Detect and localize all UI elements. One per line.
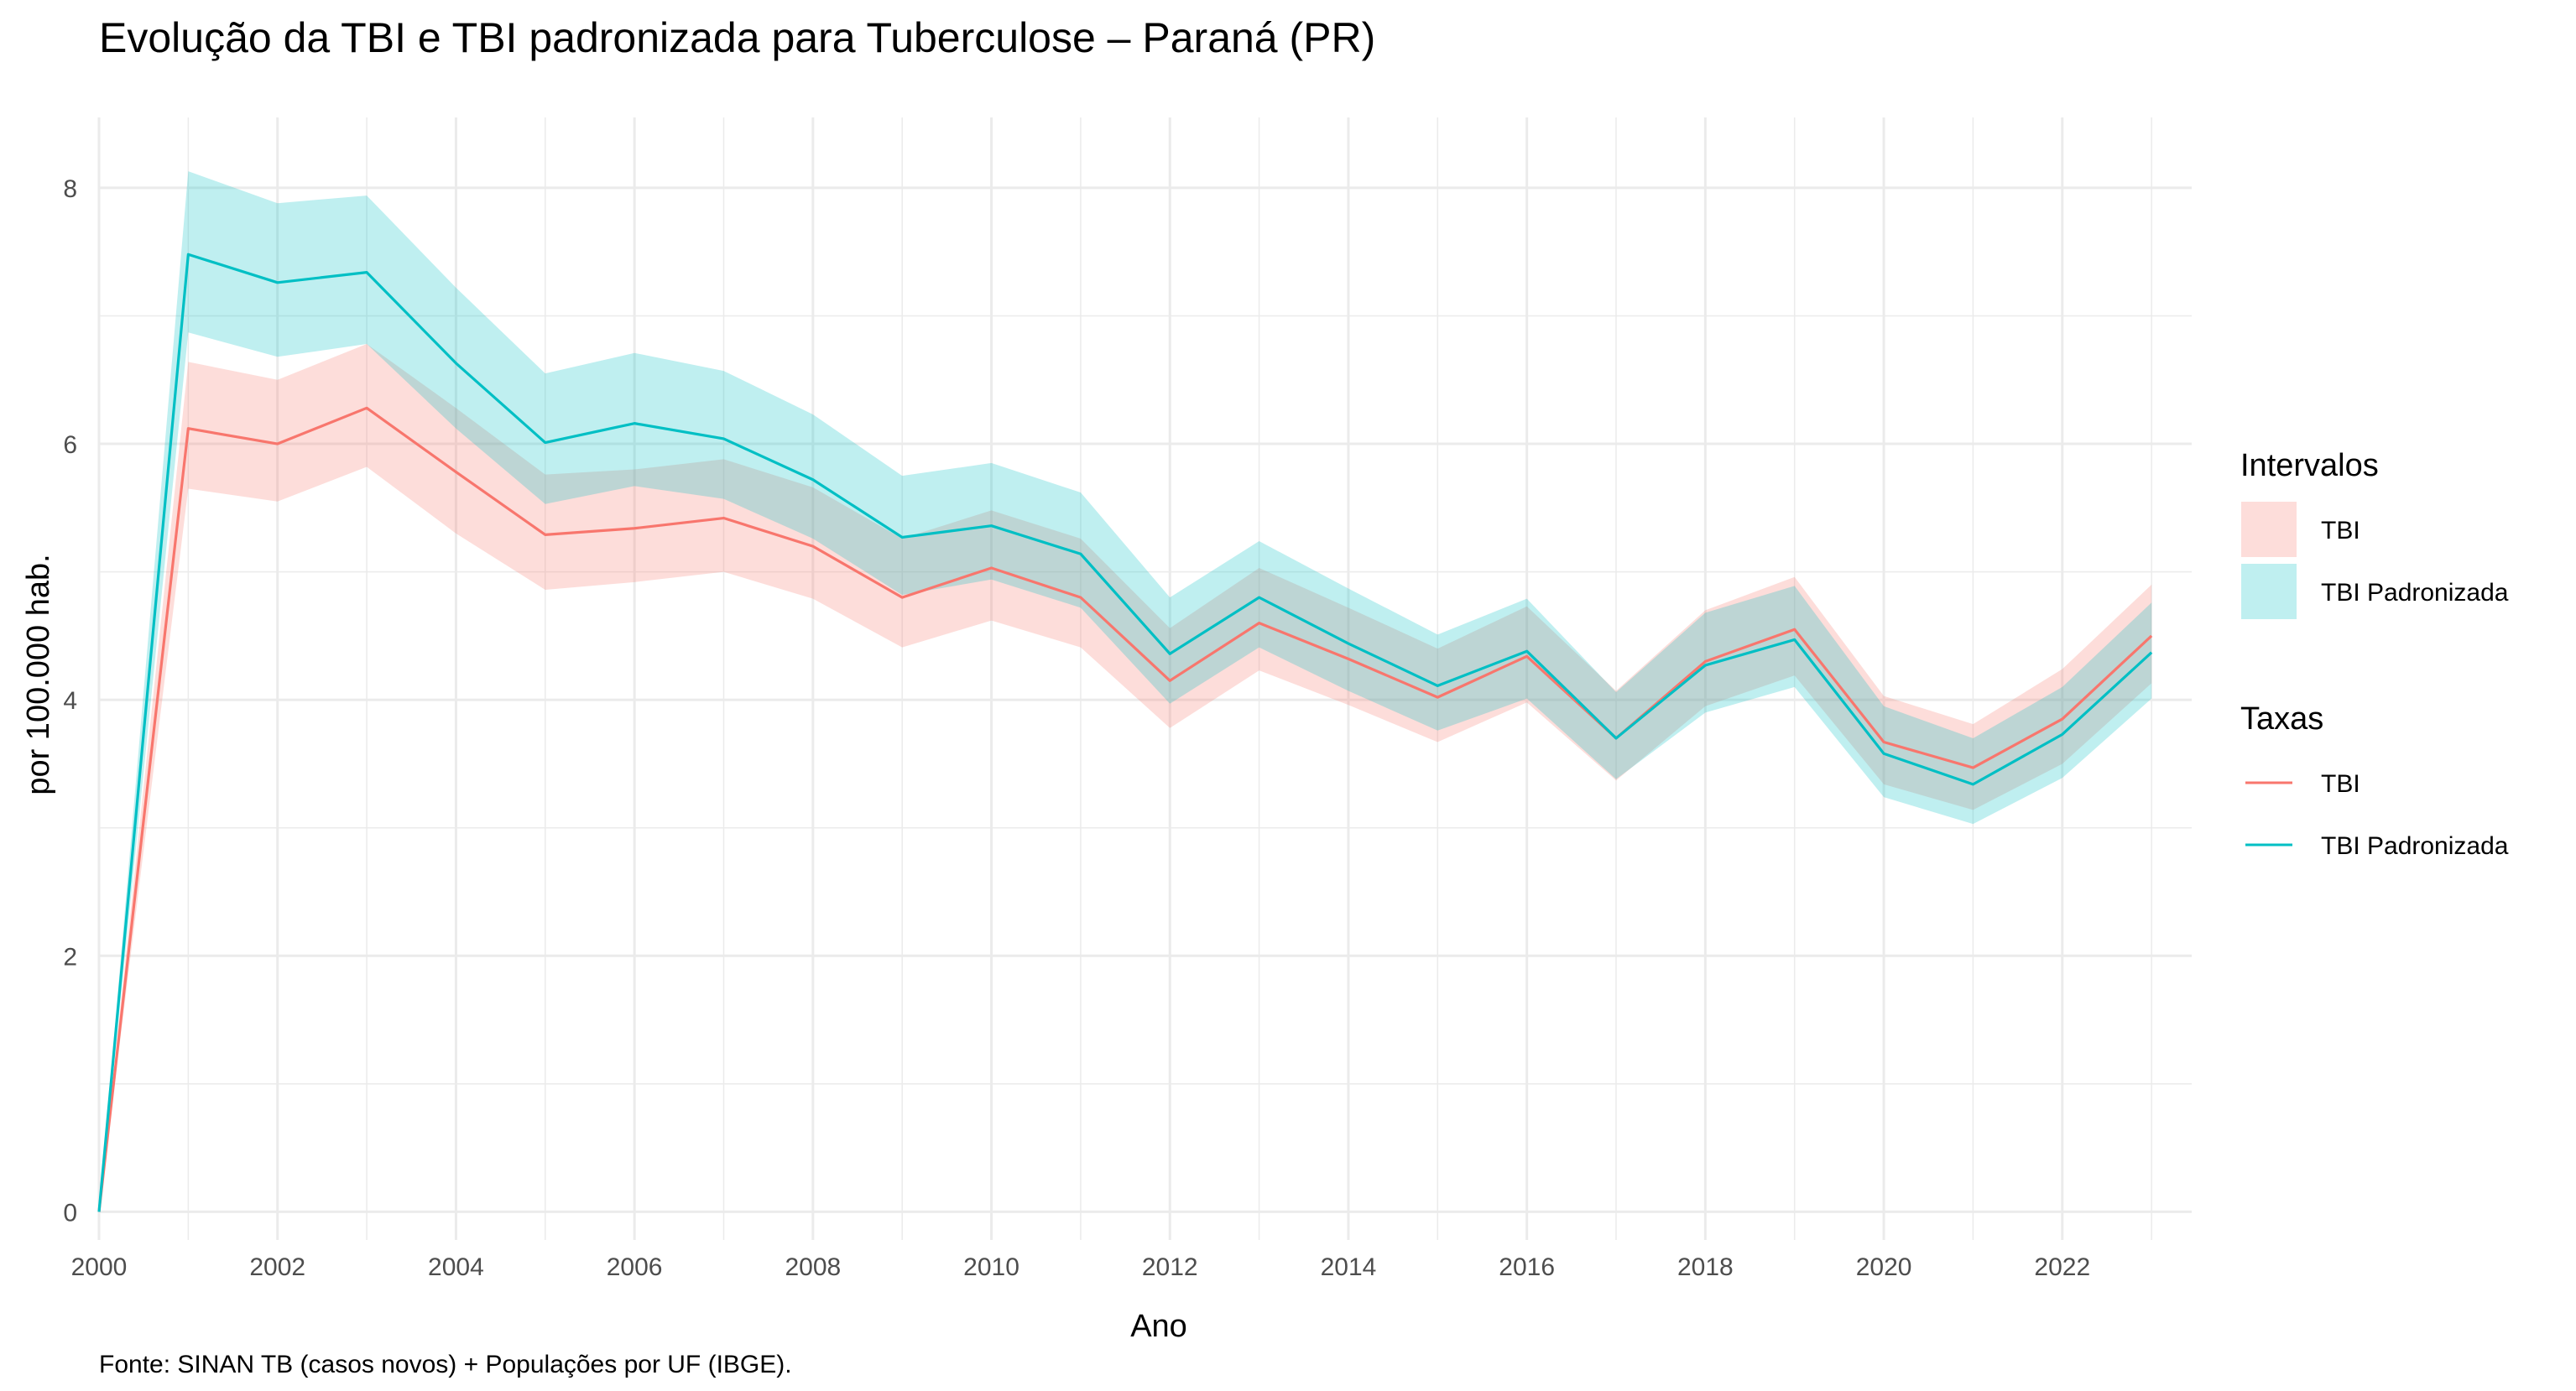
- series-line-tbi: [97, 406, 2153, 1212]
- x-tick-label: 2022: [2034, 1253, 2090, 1281]
- legend-key-interval-tbi-padronizada: [2241, 564, 2297, 619]
- legend-label-interval-tbi: TBI: [2321, 517, 2360, 544]
- grid-layer: [97, 117, 2192, 1240]
- y-tick-label: 2: [63, 943, 77, 971]
- y-axis-title: por 100.000 hab.: [21, 554, 56, 794]
- ribbon-layer: [99, 171, 2152, 1212]
- series-line-tbi-padronizada: [97, 253, 2153, 1212]
- confidence-band-tbi: [99, 344, 2152, 1212]
- x-axis-title: Ano: [1130, 1309, 1187, 1344]
- confidence-band-tbi-padronizada: [99, 171, 2152, 1212]
- x-tick-label: 2012: [1142, 1253, 1198, 1281]
- legend: Intervalos TBI TBI Padronizada Taxas TBI…: [2240, 448, 2509, 860]
- x-tick-label: 2000: [71, 1253, 128, 1281]
- legend-label-line-tbi: TBI: [2321, 770, 2360, 798]
- legend-label-line-tbi-padronizada: TBI Padronizada: [2321, 832, 2509, 860]
- x-tick-label: 2004: [428, 1253, 484, 1281]
- legend-key-interval-tbi: [2241, 502, 2297, 557]
- x-tick-label: 2008: [785, 1253, 841, 1281]
- legend-title-rates: Taxas: [2240, 701, 2323, 737]
- tick-label-layer: 2000 2002 2004 2006 2008 2010 2012 2014 2016 2018…: [63, 175, 2090, 1281]
- x-tick-label: 2002: [249, 1253, 305, 1281]
- x-tick-label: 2020: [1856, 1253, 1912, 1281]
- y-tick-label: 6: [63, 431, 77, 459]
- legend-title-intervals: Intervalos: [2240, 448, 2379, 483]
- caption-source: Fonte: SINAN TB (casos novos) + Populaçõ…: [99, 1351, 792, 1378]
- x-tick-label: 2010: [963, 1253, 1019, 1281]
- x-tick-label: 2014: [1321, 1253, 1377, 1281]
- y-tick-label: 0: [63, 1199, 77, 1227]
- x-tick-label: 2018: [1677, 1253, 1734, 1281]
- legend-label-interval-tbi-padronizada: TBI Padronizada: [2321, 579, 2509, 607]
- chart-title: Evolução da TBI e TBI padronizada para T…: [99, 14, 1375, 61]
- y-tick-label: 8: [63, 175, 77, 203]
- x-tick-label: 2016: [1499, 1253, 1555, 1281]
- line-layer: [97, 253, 2153, 1212]
- x-tick-label: 2006: [607, 1253, 663, 1281]
- y-tick-label: 4: [63, 687, 77, 715]
